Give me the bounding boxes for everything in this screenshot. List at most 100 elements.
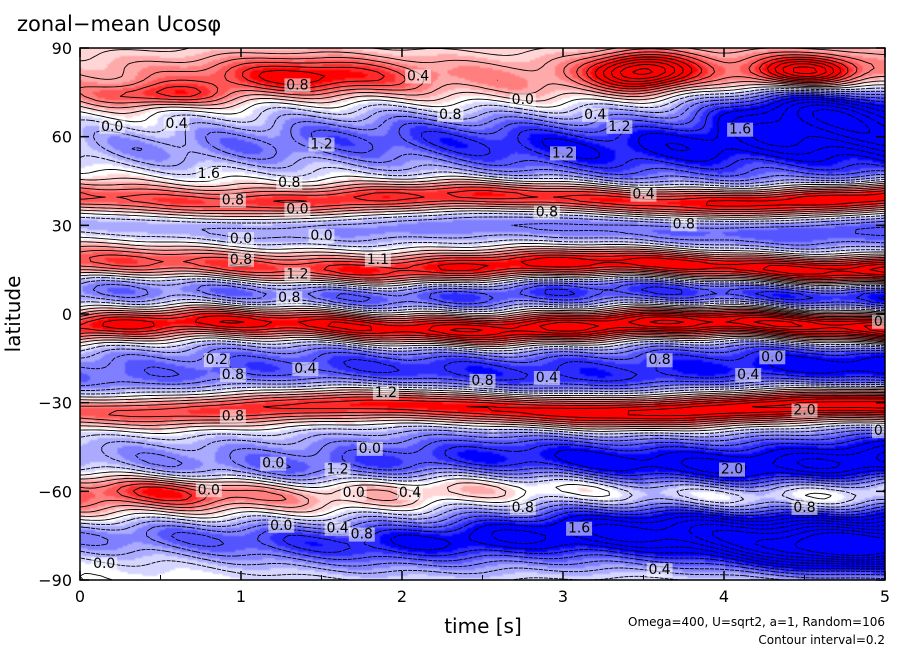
- contour-label: 1.2: [375, 385, 397, 401]
- contour-label-background: [735, 368, 762, 382]
- contour-label: 0.8: [278, 290, 300, 306]
- contour-label-background: [276, 291, 303, 306]
- contour-level: [80, 89, 885, 580]
- contour-label-background: [99, 119, 126, 134]
- contour-label: 0.0: [262, 456, 284, 472]
- x-axis-label: time [s]: [444, 614, 522, 638]
- contour-label: 0.8: [286, 77, 308, 93]
- contour-label-background: [284, 78, 311, 93]
- contour-label-background: [646, 563, 673, 578]
- contour-label: 0.0: [93, 556, 115, 572]
- contour-label: 0.0: [270, 518, 292, 534]
- contour-label-background: [759, 350, 786, 365]
- contour-label-background: [372, 385, 399, 400]
- contour-label: 0.8: [439, 107, 461, 123]
- contour-label-background: [219, 368, 246, 382]
- x-tick-label: 2: [397, 587, 407, 606]
- y-tick-label: 0: [62, 305, 72, 324]
- contour-label-background: [324, 462, 351, 477]
- contour-level: [80, 51, 885, 505]
- x-axis: 0 1 2 3 4 5: [75, 48, 890, 606]
- contour-label: 0.8: [512, 500, 534, 516]
- contour-label: 0.0: [101, 119, 123, 135]
- contour-label: 0.4: [294, 361, 316, 377]
- contour-label: 1.2: [608, 119, 630, 135]
- contour-label-background: [364, 252, 391, 267]
- contour-level: [754, 528, 885, 559]
- contour-label-background: [284, 267, 311, 282]
- contour-label: 1.2: [552, 145, 574, 161]
- contour-label: 1.2: [326, 462, 348, 478]
- contour-label: 1.1: [367, 252, 389, 268]
- contour-label-background: [566, 521, 593, 536]
- chart-title: zonal−mean Ucosφ: [17, 12, 221, 36]
- contour-label: 1.6: [568, 521, 590, 537]
- contour-lines: [80, 48, 885, 580]
- contour-label: 0.0: [198, 482, 220, 498]
- contour-label-background: [308, 229, 335, 244]
- contour-level: [588, 101, 885, 565]
- contour-label-background: [276, 175, 303, 190]
- contour-label: 0.0: [512, 92, 534, 108]
- contour-label: 0.0: [343, 485, 365, 501]
- contour-label: 0.8: [222, 193, 244, 209]
- contour-label: 0.4: [632, 187, 654, 203]
- contour-level: [712, 109, 885, 561]
- contour-label-background: [260, 456, 287, 471]
- contour-label: 0.8: [222, 408, 244, 424]
- contour-label-background: [324, 521, 351, 536]
- x-tick-label: 0: [75, 587, 85, 606]
- contour-label: 0.4: [407, 69, 429, 85]
- contour-label-background: [228, 232, 254, 247]
- contour-level: [80, 87, 885, 580]
- contour-label-background: [91, 557, 118, 572]
- contour-label-background: [348, 527, 375, 542]
- contour-label: 0.8: [536, 205, 558, 221]
- contour-label: 0.0: [761, 349, 783, 365]
- contour-label-background: [550, 146, 576, 161]
- contour-level: [619, 64, 885, 333]
- contour-level: [80, 53, 885, 502]
- contour-label: 0.4: [165, 116, 187, 132]
- contour-label-background: [791, 403, 818, 418]
- x-tick-label: 1: [236, 587, 246, 606]
- contour-level: [80, 91, 885, 580]
- contour-label: 0.8: [222, 367, 244, 383]
- y-axis-label: latitude: [1, 276, 25, 353]
- contour-label: 0.0: [230, 231, 252, 247]
- contour-label-background: [284, 202, 311, 217]
- contour-interval-note: Contour interval=0.2: [758, 633, 885, 647]
- contour-label: 0.0: [359, 441, 381, 457]
- contour-label: 1.6: [729, 122, 751, 138]
- contour-level: [794, 532, 885, 556]
- contour-label-background: [308, 137, 335, 152]
- contour-labels: 0.4 0.8 0.0 0.0 0.4 0.8 0.4 1.2 1.6 1.2 1.2 1.6 0.8 0…: [91, 69, 896, 578]
- y-tick-label: −60: [38, 482, 72, 501]
- contour-label: 0.8: [278, 175, 300, 191]
- contour-label-background: [203, 353, 230, 368]
- contour-label-background: [606, 119, 633, 134]
- contour-label-background: [340, 486, 367, 501]
- contour-label: 0.0: [874, 423, 896, 439]
- contour-label-background: [582, 107, 609, 122]
- contour-label-background: [872, 424, 885, 439]
- contour-label: 0.8: [793, 500, 815, 516]
- contour-label-background: [630, 187, 657, 202]
- contour-label: 0.8: [648, 352, 670, 368]
- y-tick-label: −90: [38, 571, 72, 590]
- contour-level: [449, 61, 885, 409]
- contour-label-background: [292, 362, 319, 377]
- contour-label-background: [195, 167, 222, 181]
- contour-label: 0.0: [874, 314, 896, 330]
- contour-level: [80, 48, 885, 513]
- contour-level: [688, 104, 885, 563]
- contour-label-background: [405, 69, 432, 84]
- contour-level: [80, 84, 885, 580]
- contour-label-background: [219, 193, 246, 208]
- contour-label-background: [195, 483, 222, 498]
- contour-label-background: [533, 371, 560, 385]
- contour-label: 0.4: [326, 521, 348, 537]
- contour-label-background: [727, 122, 754, 137]
- contour-label-background: [646, 353, 673, 368]
